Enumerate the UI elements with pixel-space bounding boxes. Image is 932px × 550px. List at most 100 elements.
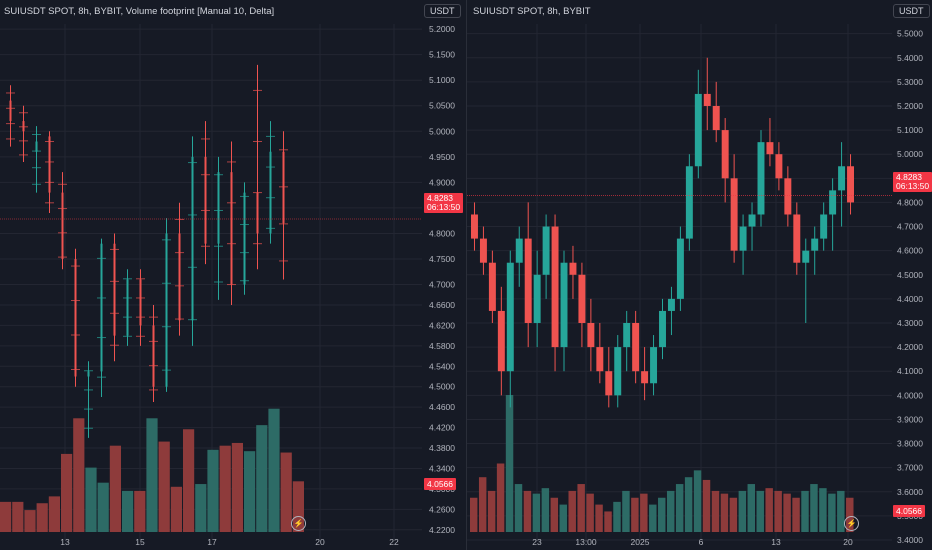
right-x-tick: 20 [843,537,853,547]
left-volume-bar [256,425,268,532]
right-volume-bar [613,501,621,532]
right-candle-body [730,178,738,251]
right-candle-body [587,322,595,348]
right-candle-body [721,130,729,179]
left-candle-body [243,192,246,285]
left-last-price-label: 4.8283 06:13:50 [424,193,464,213]
right-chart-svg[interactable]: 5.50005.40005.30005.20005.10005.00004.90… [467,0,932,550]
left-candle-body [139,279,142,326]
right-lightning-icon[interactable]: ⚡ [844,516,859,531]
right-y-tick: 3.7000 [897,463,923,473]
right-candle-body [560,262,568,348]
right-volume-bar [604,511,612,532]
left-candle-body [9,100,12,122]
pane-divider[interactable] [466,0,467,550]
right-chart-title: SUIUSDT SPOT, 8h, BYBIT [473,6,591,17]
left-y-tick: 4.9000 [429,177,455,187]
right-y-tick: 4.5000 [897,270,923,280]
right-candle-body [488,262,496,311]
right-volume-bar [622,490,630,532]
right-volume-bar [649,504,657,532]
right-volume-bar [514,484,523,532]
right-candle-body [650,347,658,384]
right-volume-bar [568,490,576,532]
right-y-tick: 5.0000 [897,149,923,159]
right-y-tick: 4.3000 [897,318,923,328]
right-volume-bar [747,484,756,532]
left-candle-body [230,172,233,285]
left-volume-bar [73,418,85,532]
right-volume-bar [783,493,791,532]
left-volume-bar [195,484,207,532]
right-volume-bar [702,479,711,532]
right-volume-bar [765,488,773,532]
right-volume-bar [846,497,854,532]
right-y-tick: 3.8000 [897,439,923,449]
left-volume-bar [207,449,219,532]
left-y-tick: 4.7500 [429,254,455,264]
right-candle-body [497,310,505,372]
right-y-tick: 5.5000 [897,29,923,39]
left-x-tick: 15 [135,537,145,547]
left-y-tick: 5.1500 [429,50,455,60]
right-y-tick: 5.4000 [897,53,923,63]
right-volume-bar [792,497,800,532]
left-volume-bar [244,451,256,532]
right-volume-bar [675,484,684,532]
left-currency-button[interactable]: USDT [424,4,461,18]
left-last-price: 4.8283 [427,193,453,203]
left-lightning-icon[interactable]: ⚡ [291,516,306,531]
right-currency-button[interactable]: USDT [893,4,930,18]
left-chart-pane[interactable]: 5.2000 5.1500 5.1000 5.0500 5.0000 4.9500 4.90… [0,0,466,550]
left-volume-bar [0,501,12,532]
right-y-tick: 4.0000 [897,390,923,400]
left-volume-bar [158,441,170,532]
left-candle-body [87,371,90,377]
right-volume-bar [711,490,720,532]
left-candle-body [204,156,207,244]
left-x-tick: 17 [207,537,217,547]
right-volume-bar [470,497,478,532]
right-y-tick: 4.1000 [897,366,923,376]
left-chart-title: SUIUSDT SPOT, 8h, BYBIT, Volume footprin… [4,6,275,17]
right-candle-body [694,93,702,167]
left-volume-bar [170,486,182,532]
right-candle-body [596,347,604,372]
left-x-tick: 20 [315,537,325,547]
right-y-tick: 5.3000 [897,77,923,87]
right-candle-body [667,298,675,311]
right-x-tick: 2025 [631,537,650,547]
right-candle-body [784,178,792,215]
left-y-tick: 4.3400 [429,463,455,473]
right-volume-bar [801,490,809,532]
left-volume-bar [219,445,231,532]
right-candle-body [569,262,577,275]
left-chart-svg[interactable]: 5.2000 5.1500 5.1000 5.0500 5.0000 4.9500 4.90… [0,0,466,550]
right-y-tick: 4.6000 [897,246,923,256]
right-volume-bar [819,488,827,532]
left-candle-body [61,192,64,260]
right-candle-body [685,166,693,239]
right-volume-bar [684,477,693,532]
right-candle-body [748,214,756,227]
left-y-tick: 4.4200 [429,423,455,433]
left-y-tick: 4.6200 [429,320,455,330]
right-volume-bar [738,490,747,532]
left-y-tick: 5.0000 [429,126,455,136]
left-volume-bar [268,408,280,532]
right-chart-pane[interactable]: 5.50005.40005.30005.20005.10005.00004.90… [467,0,932,550]
left-volume-bar [97,482,109,532]
right-candle-body [775,154,783,179]
right-volume-bar [658,497,666,532]
right-candle-body [551,226,559,348]
right-volume-bar [487,490,496,532]
left-volume-bar [231,442,243,532]
right-y-tick: 3.9000 [897,414,923,424]
left-volume-bar [48,496,60,532]
left-y-tick: 4.5000 [429,382,455,392]
right-candle-body [623,322,631,348]
left-y-tick: 4.4600 [429,402,455,412]
left-volume-bar [134,490,146,532]
right-candle-body [659,310,666,348]
right-candle-body [811,238,819,251]
